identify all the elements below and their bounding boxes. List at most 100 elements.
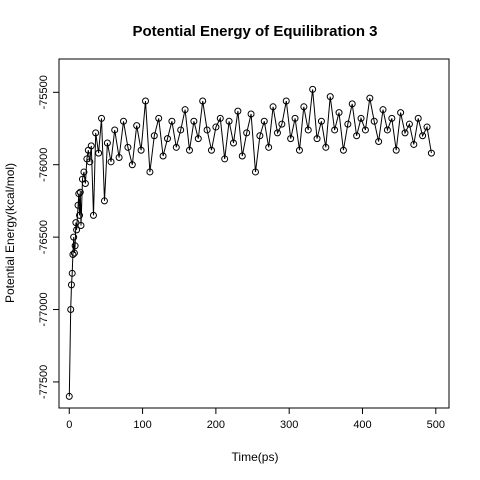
data-point — [427, 149, 435, 157]
data-point — [273, 129, 281, 137]
chart-title: Potential Energy of Equilibration 3 — [132, 23, 377, 40]
y-tick-label: -76000 — [38, 148, 50, 182]
data-point — [98, 114, 106, 122]
x-tick-label: 500 — [427, 419, 445, 431]
y-tick-label: -77500 — [38, 365, 50, 399]
data-point — [68, 269, 76, 277]
data-point — [295, 146, 303, 154]
data-point — [309, 85, 317, 93]
data-point — [115, 153, 123, 161]
data-point — [137, 146, 145, 154]
data-point — [172, 143, 180, 151]
data-point — [243, 129, 251, 137]
data-point — [150, 132, 158, 140]
data-point — [133, 122, 141, 130]
data-point — [146, 168, 154, 176]
x-axis: 0 100 200 300 400 500 — [66, 408, 445, 431]
data-point — [335, 109, 343, 117]
data-point — [353, 132, 361, 140]
data-point — [75, 190, 83, 198]
data-point — [410, 140, 418, 148]
data-point — [397, 109, 405, 117]
data-point — [177, 126, 185, 134]
data-point — [81, 180, 89, 188]
data-point — [331, 126, 339, 134]
y-tick-label: -77000 — [38, 292, 50, 326]
data-point — [326, 93, 334, 101]
data-point — [69, 250, 77, 258]
data-point — [388, 114, 396, 122]
x-tick-label: 400 — [353, 419, 371, 431]
data-point — [86, 158, 94, 166]
data-point — [265, 143, 273, 151]
data-point — [168, 117, 176, 125]
data-point — [401, 129, 409, 137]
data-point — [207, 146, 215, 154]
data-point — [361, 126, 369, 134]
data-point — [181, 106, 189, 114]
data-point — [375, 138, 383, 146]
data-point — [77, 222, 85, 230]
data-point — [247, 110, 255, 118]
data-point — [287, 135, 295, 143]
data-point — [203, 126, 211, 134]
series-group — [65, 85, 435, 400]
data-point — [74, 201, 82, 209]
data-point — [300, 103, 308, 111]
data-point — [414, 114, 422, 122]
y-tick-label: -75500 — [38, 75, 50, 109]
data-point — [260, 117, 268, 125]
data-point — [291, 114, 299, 122]
data-point — [221, 155, 229, 163]
data-point — [225, 117, 233, 125]
data-point — [344, 120, 352, 128]
data-point — [199, 97, 207, 105]
data-point — [70, 233, 78, 241]
data-point — [366, 94, 374, 102]
data-point — [155, 114, 163, 122]
data-point — [322, 143, 330, 151]
data-point — [128, 161, 136, 169]
data-point — [100, 197, 108, 205]
data-point — [370, 117, 378, 125]
data-point — [251, 168, 259, 176]
data-point — [67, 306, 75, 314]
data-point — [89, 211, 97, 219]
y-axis-label: Potential Energy(kcal/mol) — [3, 163, 17, 303]
y-axis: -75500 -76000 -76500 -77000 -77500 — [38, 75, 59, 399]
data-point — [304, 126, 312, 134]
data-point — [67, 281, 75, 289]
data-point — [383, 126, 391, 134]
data-point — [212, 123, 220, 131]
data-point — [238, 152, 246, 160]
data-point — [124, 143, 132, 151]
data-point — [95, 149, 103, 157]
data-point — [190, 117, 198, 125]
x-tick-label: 100 — [133, 419, 151, 431]
data-point — [419, 132, 427, 140]
data-point — [71, 242, 79, 250]
data-point — [107, 158, 115, 166]
x-axis-label: Time(ps) — [232, 450, 279, 464]
data-point — [317, 117, 325, 125]
data-point — [194, 135, 202, 143]
data-point — [73, 226, 81, 234]
data-point — [392, 146, 400, 154]
data-point — [159, 152, 167, 160]
data-point — [120, 117, 128, 125]
data-point — [72, 219, 80, 227]
data-point — [216, 114, 224, 122]
data-point — [80, 168, 88, 176]
data-point — [229, 139, 237, 147]
data-point — [423, 123, 431, 131]
x-tick-label: 200 — [207, 419, 225, 431]
data-point — [379, 106, 387, 114]
data-point — [278, 120, 286, 128]
data-point — [87, 142, 95, 150]
data-point — [163, 135, 171, 143]
data-point — [234, 107, 242, 115]
data-point — [65, 392, 73, 400]
data-point — [92, 129, 100, 137]
